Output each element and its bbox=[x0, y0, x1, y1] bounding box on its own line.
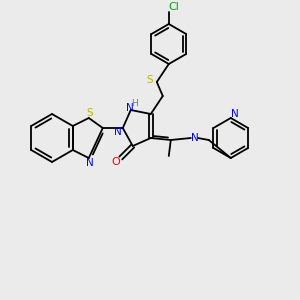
Text: N: N bbox=[191, 133, 199, 143]
Text: H: H bbox=[131, 98, 138, 107]
Text: S: S bbox=[86, 108, 93, 118]
Text: Cl: Cl bbox=[168, 2, 179, 12]
Text: S: S bbox=[146, 75, 153, 85]
Text: N: N bbox=[86, 158, 94, 168]
Text: N: N bbox=[114, 127, 122, 137]
Text: O: O bbox=[111, 157, 120, 167]
Text: N: N bbox=[231, 109, 239, 119]
Text: N: N bbox=[126, 103, 134, 113]
